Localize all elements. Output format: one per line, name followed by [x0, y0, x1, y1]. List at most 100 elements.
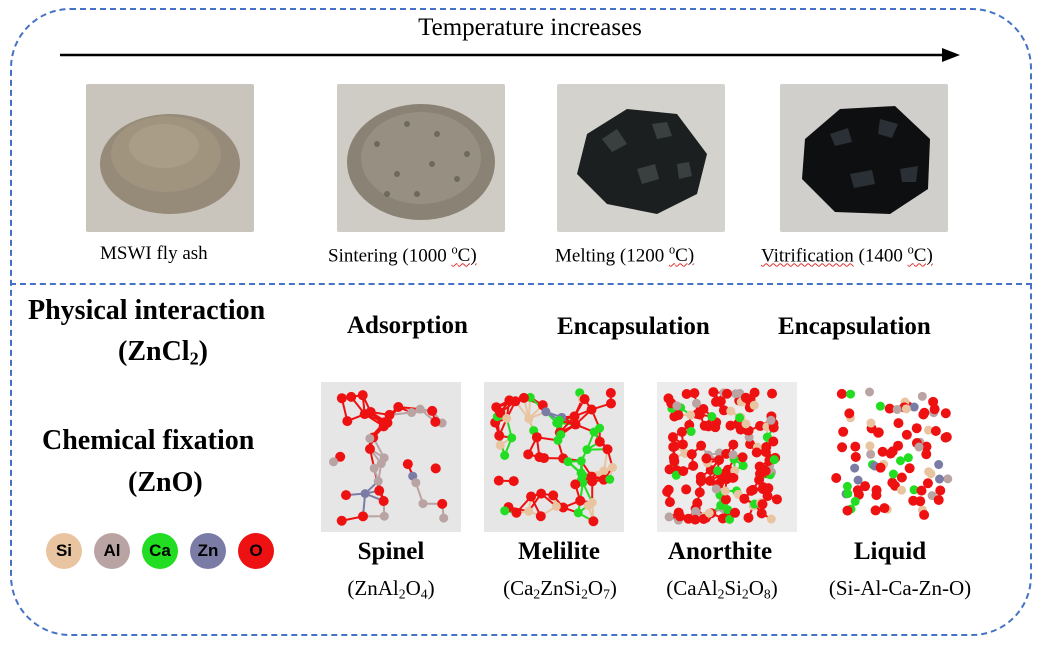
legend-ca: Ca [142, 533, 178, 569]
photo-melting [557, 84, 725, 232]
atom [713, 466, 723, 476]
atom [373, 476, 383, 486]
atom [895, 456, 905, 466]
atom [746, 485, 757, 496]
atom [500, 450, 510, 460]
atom [850, 463, 860, 473]
formula-part: ZnSi [540, 576, 582, 600]
atom [551, 501, 561, 511]
legend-zn: Zn [190, 533, 226, 569]
atom [393, 402, 404, 413]
atom [686, 427, 696, 437]
vitrified-glass-image [780, 84, 948, 232]
atom [914, 442, 924, 452]
atom [745, 439, 756, 450]
atom [757, 499, 768, 510]
stage-name: Melting (1200 [555, 245, 669, 267]
atom [415, 404, 425, 414]
atom [943, 474, 953, 484]
atom [922, 478, 933, 489]
atom [735, 413, 745, 423]
degree-unit: oC) [908, 243, 933, 267]
atom [710, 422, 721, 433]
atom [923, 425, 933, 435]
atom [576, 468, 586, 478]
atom [909, 402, 919, 412]
sintered-granules-image [337, 84, 505, 232]
atom [737, 452, 748, 463]
atom [866, 449, 876, 459]
atom [534, 452, 545, 463]
stage-label-melting: Melting (1200 oC) [555, 243, 694, 267]
atom [836, 388, 847, 399]
atom [875, 401, 885, 411]
stage-name: MSWI fly ash [100, 243, 208, 264]
atom [731, 389, 741, 399]
unit: C) [675, 245, 695, 267]
atom [673, 410, 684, 421]
stage-name-rest: (1400 [853, 245, 908, 267]
atom [865, 387, 875, 397]
atom [705, 475, 716, 486]
atom [930, 425, 941, 436]
legend-symbol: Zn [197, 541, 219, 560]
formula-part: O [748, 576, 764, 600]
atom [376, 459, 386, 469]
atom [602, 444, 613, 455]
atom [708, 387, 719, 398]
atom [866, 418, 876, 428]
atom [336, 515, 347, 526]
formula-part: (Si-Al-Ca-Zn-O) [828, 576, 972, 600]
atom [722, 388, 733, 399]
atom [365, 406, 376, 417]
atom [663, 393, 674, 404]
atom [760, 465, 771, 476]
atom [850, 441, 861, 452]
atom [558, 502, 569, 513]
atom [879, 503, 890, 514]
atom [689, 388, 700, 399]
atom [605, 474, 615, 484]
atom [524, 506, 534, 516]
atom [690, 514, 701, 525]
atom [576, 456, 586, 466]
atom [728, 450, 738, 460]
stage-name: Vitrification [761, 245, 854, 267]
atom [711, 484, 721, 494]
atom [605, 398, 616, 409]
legend-o: O [238, 533, 274, 569]
atom [586, 404, 597, 415]
atom [510, 396, 521, 407]
atom [908, 495, 919, 506]
atom [694, 487, 705, 498]
atom [720, 494, 731, 505]
degree-symbol: o [451, 243, 458, 257]
atom [427, 405, 438, 416]
formula-liquid: (Si-Al-Ca-Zn-O) [800, 576, 1000, 601]
atom [402, 459, 413, 470]
atom [664, 512, 674, 522]
compound-sub: 2 [189, 348, 199, 369]
formula-part: O [587, 576, 604, 600]
legend-symbol: O [249, 541, 263, 560]
atom [741, 419, 751, 429]
formula-sub: 4 [420, 586, 428, 602]
liquid-structure-image [818, 382, 958, 532]
atom [723, 505, 733, 515]
atom [766, 514, 776, 524]
outer-dashed-frame [10, 8, 1032, 636]
atom [548, 490, 559, 501]
atom [921, 441, 932, 452]
formula-part: ) [427, 576, 435, 600]
atom [672, 401, 682, 411]
unit: C) [457, 245, 477, 267]
atom [669, 456, 680, 467]
atom [437, 498, 448, 509]
unit: C) [913, 245, 933, 267]
atom [705, 464, 716, 475]
atom [554, 415, 564, 425]
atom [594, 436, 605, 447]
atom [536, 488, 547, 499]
atom [699, 420, 710, 431]
atom [578, 478, 588, 488]
